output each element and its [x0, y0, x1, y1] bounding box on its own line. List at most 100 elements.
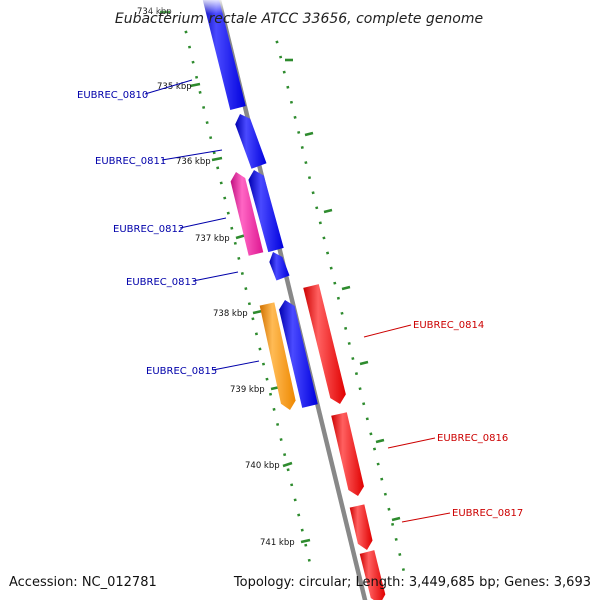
minor-tick [202, 106, 206, 109]
minor-tick [322, 236, 326, 240]
tick-label: 737 kbp [195, 234, 230, 244]
minor-tick [369, 432, 373, 436]
major-tick [300, 538, 311, 544]
minor-tick [226, 211, 230, 215]
gene-label: EUBREC_0814 [413, 320, 484, 331]
minor-tick [191, 60, 195, 64]
major-tick [375, 438, 385, 444]
major-tick [189, 82, 201, 88]
gene-leader-line [144, 79, 193, 95]
top-fade [150, 0, 270, 14]
minor-tick [304, 161, 308, 165]
minor-tick [351, 357, 355, 361]
minor-tick [311, 191, 315, 195]
gene-arrow-eubrec-0812b [248, 170, 284, 253]
gene-leader-line [363, 324, 412, 338]
minor-tick [307, 558, 311, 562]
minor-tick [315, 206, 319, 210]
minor-tick [219, 181, 223, 185]
minor-tick [195, 75, 199, 79]
gene-label: EUBREC_0812 [113, 224, 184, 235]
minor-tick [394, 537, 398, 541]
minor-tick [276, 422, 280, 426]
minor-tick [344, 326, 348, 330]
major-tick [282, 461, 293, 468]
minor-tick [401, 568, 405, 572]
minor-tick [286, 468, 290, 472]
minor-tick [279, 55, 283, 59]
minor-tick [198, 90, 202, 94]
minor-tick [307, 176, 312, 180]
major-tick [341, 285, 351, 291]
minor-tick [282, 70, 286, 74]
minor-tick [347, 341, 351, 345]
minor-tick [387, 507, 391, 511]
gene-arrow-eubrec-0812 [230, 172, 264, 256]
gene-arrow-eubrec-0816 [331, 412, 364, 496]
minor-tick [216, 166, 220, 170]
major-tick [391, 516, 401, 522]
minor-tick [205, 121, 209, 125]
minor-tick [283, 453, 287, 457]
minor-tick [254, 332, 258, 336]
gene-leader-line [179, 217, 227, 229]
genes-layer [202, 0, 386, 600]
minor-tick [354, 372, 359, 376]
genome-summary-text: Topology: circular; Length: 3,449,685 bp… [233, 575, 591, 590]
minor-tick [240, 272, 244, 275]
minor-tick [268, 392, 273, 396]
gene-arrow-eubrec-next [359, 550, 386, 600]
minor-tick [279, 438, 283, 442]
major-tick [359, 360, 369, 366]
gene-leader-line [161, 149, 223, 161]
minor-tick [333, 281, 337, 285]
minor-tick [237, 256, 241, 260]
map-title: Eubacterium rectale ATCC 33656, complete… [115, 11, 483, 27]
minor-tick [247, 302, 251, 306]
gene-arrow-eubrec-0810 [202, 0, 246, 110]
gene-leader-line [387, 437, 436, 449]
gene-leader-line [192, 271, 239, 282]
minor-tick [293, 498, 297, 502]
gene-label: EUBREC_0810 [77, 90, 148, 101]
minor-tick [336, 296, 340, 300]
minor-tick [265, 377, 269, 381]
minor-tick [362, 402, 366, 406]
tick-label: 741 kbp [260, 538, 295, 548]
minor-tick [290, 483, 294, 487]
minor-tick [329, 266, 333, 270]
minor-tick [251, 317, 255, 321]
tick-label: 740 kbp [245, 461, 280, 471]
minor-tick [304, 543, 308, 547]
minor-tick [244, 287, 248, 291]
gene-arrow-eubrec-0811 [235, 114, 267, 169]
minor-tick [383, 492, 387, 496]
gene-label: EUBREC_0811 [95, 156, 166, 167]
accession-text: Accession: NC_012781 [9, 575, 157, 590]
tick-label: 739 kbp [230, 385, 265, 395]
minor-tick [380, 477, 384, 481]
gene-arrow-eubrec-0815b [279, 300, 318, 408]
gene-leader-line [212, 360, 260, 371]
gene-arrow-eubrec-0815 [259, 302, 296, 410]
labels-layer: EUBREC_0810 EUBREC_0811 EUBREC_0812 EUBREC_… [77, 79, 523, 523]
minor-tick [261, 362, 266, 366]
tick-label: 738 kbp [213, 309, 248, 319]
minor-tick [233, 241, 237, 245]
minor-tick [230, 226, 234, 230]
minor-tick [300, 528, 304, 532]
major-tick [252, 309, 263, 315]
gene-label: EUBREC_0815 [146, 366, 217, 377]
left-tick-track [184, 30, 311, 562]
minor-tick [365, 417, 369, 421]
minor-tick [318, 221, 322, 225]
minor-tick [391, 522, 395, 526]
minor-tick [272, 407, 276, 411]
minor-tick [187, 45, 192, 49]
gene-arrow-eubrec-0814 [303, 284, 346, 404]
gene-label: EUBREC_0816 [437, 433, 508, 444]
major-tick [211, 156, 223, 162]
minor-tick [184, 30, 188, 34]
minor-tick [372, 447, 377, 451]
